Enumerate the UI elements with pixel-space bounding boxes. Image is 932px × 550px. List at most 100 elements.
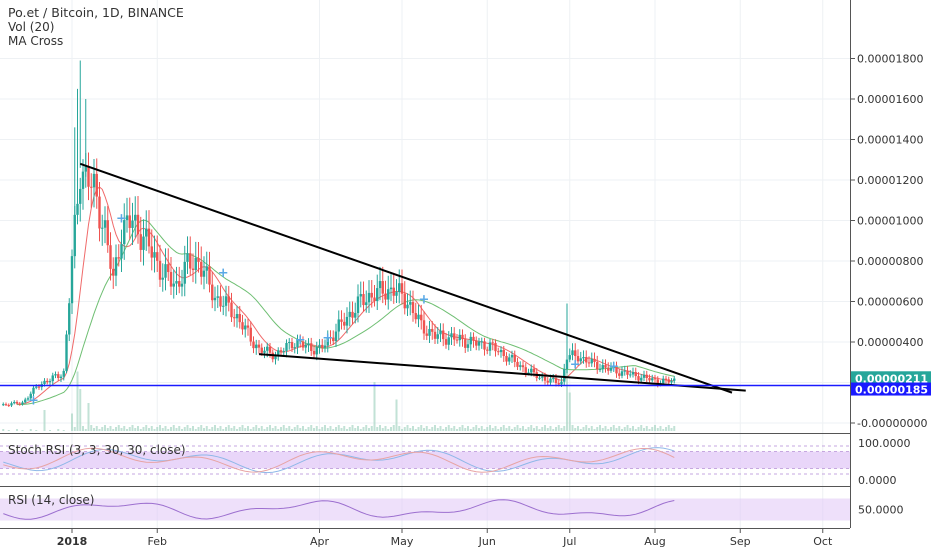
volume-bar — [412, 426, 414, 431]
candle-body — [505, 355, 508, 362]
candle-body — [54, 374, 57, 376]
candle-body — [147, 228, 151, 247]
volume-bar — [109, 426, 112, 431]
volume-bar — [95, 426, 98, 431]
volume-bar — [236, 429, 238, 431]
volume-bar — [577, 426, 579, 431]
volume-bar — [189, 428, 192, 431]
candle-body — [246, 325, 250, 328]
candle-body — [620, 371, 624, 376]
candle-body — [156, 252, 159, 261]
candle-body — [340, 319, 343, 322]
volume-bar — [274, 426, 277, 431]
candle-body — [541, 376, 544, 378]
price-axis-label: 0.00001800 — [857, 53, 923, 66]
candle-body — [197, 257, 200, 262]
volume-bar — [340, 428, 343, 431]
volume-bar — [249, 429, 252, 431]
candle-body — [571, 350, 574, 356]
candle-body — [216, 296, 219, 298]
candle-body — [464, 339, 467, 348]
candle-body — [640, 377, 643, 381]
candle-body — [378, 281, 382, 289]
candle-body — [387, 289, 390, 300]
volume-bar — [365, 425, 368, 431]
candle-body — [290, 342, 294, 349]
candle-body — [483, 341, 486, 350]
candle-body — [568, 355, 571, 360]
candle-body — [334, 331, 338, 342]
candle-body — [18, 403, 21, 405]
volume-bar — [392, 425, 395, 431]
candle-body — [560, 381, 563, 385]
candle-body — [414, 313, 417, 320]
volume-bar — [379, 425, 381, 431]
candle-body — [123, 220, 126, 245]
volume-bar — [197, 427, 200, 431]
candle-body — [406, 304, 409, 309]
candle-body — [255, 344, 258, 349]
candle-body — [612, 367, 615, 369]
volume-bar — [307, 427, 310, 431]
candle-body — [76, 203, 79, 215]
volume-bar — [238, 427, 241, 431]
volume-bar — [403, 427, 406, 431]
volume-bar — [87, 403, 90, 431]
volume-bar — [472, 427, 475, 431]
candle-body — [642, 374, 646, 378]
volume-bar — [263, 429, 266, 431]
candle-body — [326, 337, 329, 346]
candle-body — [664, 378, 668, 380]
candle-body — [381, 281, 384, 294]
candle-body — [208, 266, 211, 285]
ma-cross-marker: + — [570, 357, 581, 372]
rsi-title[interactable]: RSI (14, close) — [8, 493, 95, 507]
candle-body — [502, 349, 505, 356]
chart-title[interactable]: Po.et / Bitcoin, 1D, BINANCE — [8, 5, 184, 20]
volume-bar — [373, 382, 376, 431]
candle-body — [546, 380, 549, 383]
candle-body — [112, 268, 115, 276]
volume-bar — [252, 427, 255, 431]
rsi-band — [0, 498, 850, 521]
indicator-ma-cross-label[interactable]: MA Cross — [8, 34, 64, 48]
candle-body — [629, 374, 632, 376]
candle-body — [323, 345, 327, 348]
candle-body — [304, 345, 307, 348]
stoch-rsi-title[interactable]: Stoch RSI (3, 3, 30, 30, close) — [8, 443, 186, 457]
candle-body — [224, 296, 228, 306]
volume-bar — [337, 425, 340, 431]
indicator-volume-label[interactable]: Vol (20) — [8, 20, 55, 34]
volume-bar — [359, 429, 362, 431]
time-axis-label: 2018 — [57, 535, 88, 548]
candle-body — [477, 341, 481, 346]
volume-bar — [304, 429, 307, 431]
candle-body — [62, 370, 65, 377]
candle-body — [274, 354, 277, 360]
candle-body — [444, 339, 448, 345]
candle-body — [249, 327, 252, 342]
stoch-axis-label: 100.0000 — [858, 437, 911, 450]
candle-body — [205, 266, 208, 271]
candle-body — [673, 378, 676, 381]
candle-body — [87, 166, 90, 187]
volume-bar — [406, 425, 409, 431]
volume-bar — [76, 371, 79, 431]
candle-body — [491, 342, 494, 344]
candle-body — [279, 350, 283, 352]
candle-body — [395, 292, 398, 296]
price-badge-label: 0.00000185 — [855, 384, 928, 397]
stoch-axis-label: 0.0000 — [858, 474, 897, 487]
candle-body — [282, 350, 285, 352]
volume-bar — [142, 427, 145, 431]
volume-bar — [203, 428, 205, 431]
volume-bar — [555, 427, 557, 431]
price-axis-label: 0.00001200 — [857, 174, 923, 187]
candle-body — [453, 333, 456, 340]
volume-bar — [225, 427, 227, 431]
volume-bar — [643, 428, 645, 431]
candle-body — [623, 370, 626, 372]
candle-body — [447, 337, 450, 345]
ma-cross-marker: + — [218, 266, 229, 281]
